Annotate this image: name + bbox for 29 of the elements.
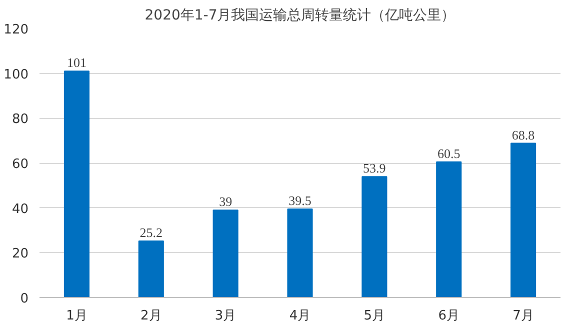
bar — [64, 70, 90, 298]
data-label: 39 — [219, 194, 232, 210]
data-label: 68.8 — [512, 127, 535, 142]
bar — [138, 240, 164, 298]
x-tick-label: 2月 — [140, 308, 162, 324]
data-label: 60.5 — [437, 146, 460, 161]
bar — [212, 210, 238, 298]
y-tick-label: 80 — [12, 112, 29, 128]
data-label: 101 — [66, 55, 86, 70]
y-tick-label: 100 — [4, 67, 29, 82]
data-label: 25.2 — [140, 225, 163, 240]
data-label: 39.5 — [288, 192, 312, 208]
bar — [510, 142, 536, 298]
x-tick-label: 5月 — [364, 308, 386, 324]
y-tick-label: 0 — [20, 292, 29, 306]
bar — [287, 208, 313, 298]
x-tick-label: 4月 — [289, 308, 311, 324]
data-label: 53.9 — [363, 160, 386, 176]
x-tick-label: 6月 — [438, 308, 460, 324]
x-tick-label: 1月 — [66, 308, 88, 324]
chart-title: 2020年1-7月我国运输总周转量统计（亿吨公里） — [144, 8, 456, 24]
bar — [436, 161, 462, 298]
y-tick-label: 120 — [4, 22, 29, 38]
x-tick-label: 3月 — [214, 308, 236, 324]
bar — [362, 176, 388, 298]
y-tick-label: 40 — [12, 202, 29, 217]
y-tick-label: 20 — [12, 246, 29, 262]
y-tick-label: 60 — [12, 157, 29, 172]
x-tick-label: 7月 — [512, 308, 534, 324]
